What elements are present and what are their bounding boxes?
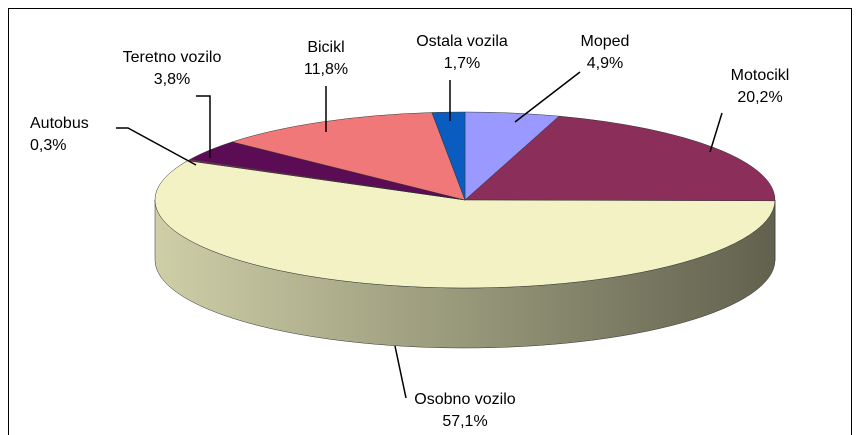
slice: [154, 160, 776, 289]
slice-value-label: 11,8%: [304, 61, 348, 78]
slice-value-label: 3,8%: [154, 71, 190, 88]
slice-value-label: 20,2%: [737, 89, 782, 106]
slice-value-label: 0,3%: [30, 137, 66, 154]
slice-label: Teretno vozilo: [123, 49, 222, 66]
leader-line: [196, 95, 211, 158]
slice-label: Ostala vozila: [416, 33, 508, 50]
slice: [431, 111, 466, 201]
slice-label: Motocikl: [731, 67, 790, 84]
slice-label: Osobno vozilo: [414, 391, 515, 408]
slice-value-label: 1,7%: [444, 55, 480, 72]
leader-line: [394, 345, 407, 399]
leader-line: [709, 112, 723, 153]
slice-value-label: 57,1%: [442, 413, 487, 430]
slice-label: Autobus: [30, 115, 89, 132]
leader-line: [514, 71, 581, 123]
leader-line: [116, 127, 197, 166]
slice-label: Moped: [581, 33, 630, 50]
slice-value-label: 4,9%: [587, 55, 623, 72]
slice: [231, 112, 466, 201]
slice-label: Bicikl: [307, 39, 344, 56]
slice: [464, 115, 776, 202]
